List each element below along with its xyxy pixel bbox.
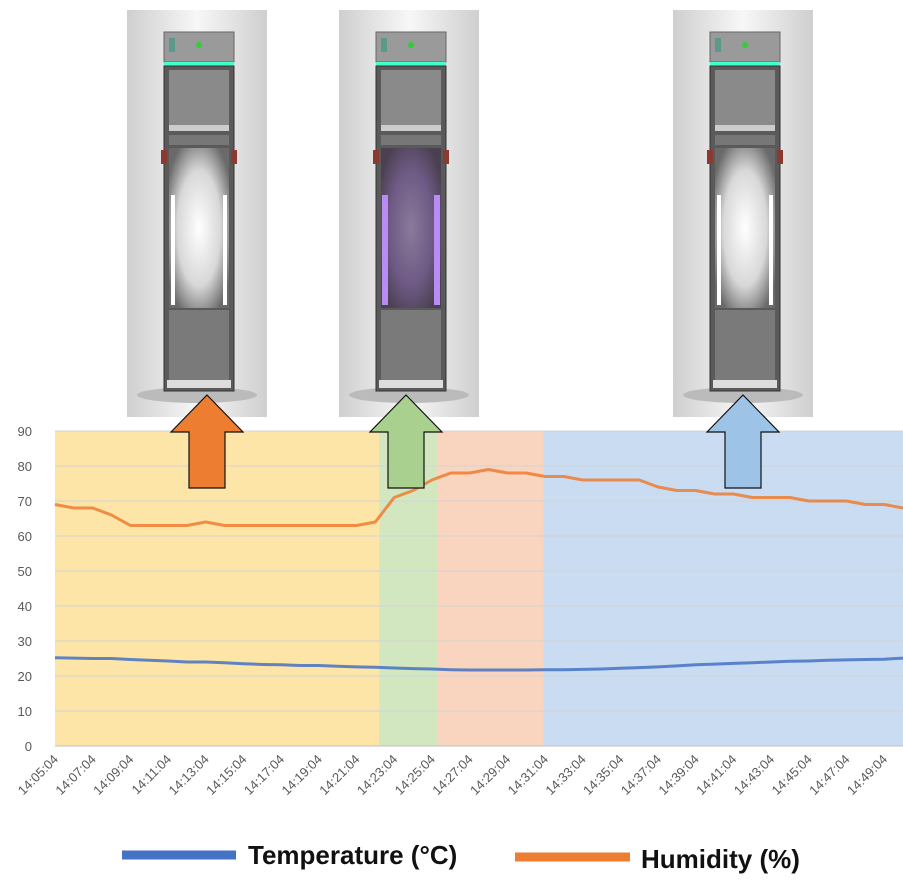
cabinet-image (127, 10, 267, 417)
x-tick-label: 14:47:04 (806, 752, 852, 798)
y-tick-label: 70 (18, 494, 32, 509)
phase-band (438, 431, 544, 746)
x-tick-label: 14:19:04 (279, 752, 325, 798)
y-tick-label: 0 (25, 739, 32, 754)
x-tick-label: 14:35:04 (580, 752, 626, 798)
x-tick-label: 14:49:04 (844, 752, 890, 798)
x-tick-label: 14:31:04 (505, 752, 551, 798)
legend-label: Temperature (°C) (248, 840, 457, 870)
x-tick-label: 14:13:04 (165, 752, 211, 798)
x-tick-label: 14:29:04 (467, 752, 513, 798)
x-tick-label: 14:21:04 (316, 752, 362, 798)
legend-label: Humidity (%) (641, 844, 800, 874)
x-tick-label: 14:05:04 (15, 752, 61, 798)
y-tick-label: 20 (18, 669, 32, 684)
x-tick-label: 14:33:04 (542, 752, 588, 798)
y-tick-label: 10 (18, 704, 32, 719)
x-tick-label: 14:25:04 (392, 752, 438, 798)
x-tick-label: 14:37:04 (618, 752, 664, 798)
x-tick-label: 14:15:04 (203, 752, 249, 798)
y-tick-label: 80 (18, 459, 32, 474)
x-tick-label: 14:09:04 (90, 752, 136, 798)
x-tick-label: 14:45:04 (769, 752, 815, 798)
y-tick-label: 90 (18, 424, 32, 439)
phase-band (543, 431, 903, 746)
plot-area: 0 10 20 30 40 50 60 70 80 90 14:05:0414:07:0414:09… (15, 424, 903, 798)
x-tick-label: 14:41:04 (693, 752, 739, 798)
y-tick-label: 60 (18, 529, 32, 544)
x-tick-label: 14:27:04 (429, 752, 475, 798)
x-tick-label: 14:43:04 (731, 752, 777, 798)
y-tick-label: 50 (18, 564, 32, 579)
cabinet-image (673, 10, 813, 417)
x-tick-label: 14:07:04 (52, 752, 98, 798)
cabinet-image (339, 10, 479, 417)
x-tick-label: 14:39:04 (655, 752, 701, 798)
x-tick-label: 14:23:04 (354, 752, 400, 798)
x-tick-label: 14:17:04 (241, 752, 287, 798)
y-tick-label: 40 (18, 599, 32, 614)
y-tick-label: 30 (18, 634, 32, 649)
chart: 0 10 20 30 40 50 60 70 80 90 14:05:0414:07:0414:09… (0, 0, 903, 875)
